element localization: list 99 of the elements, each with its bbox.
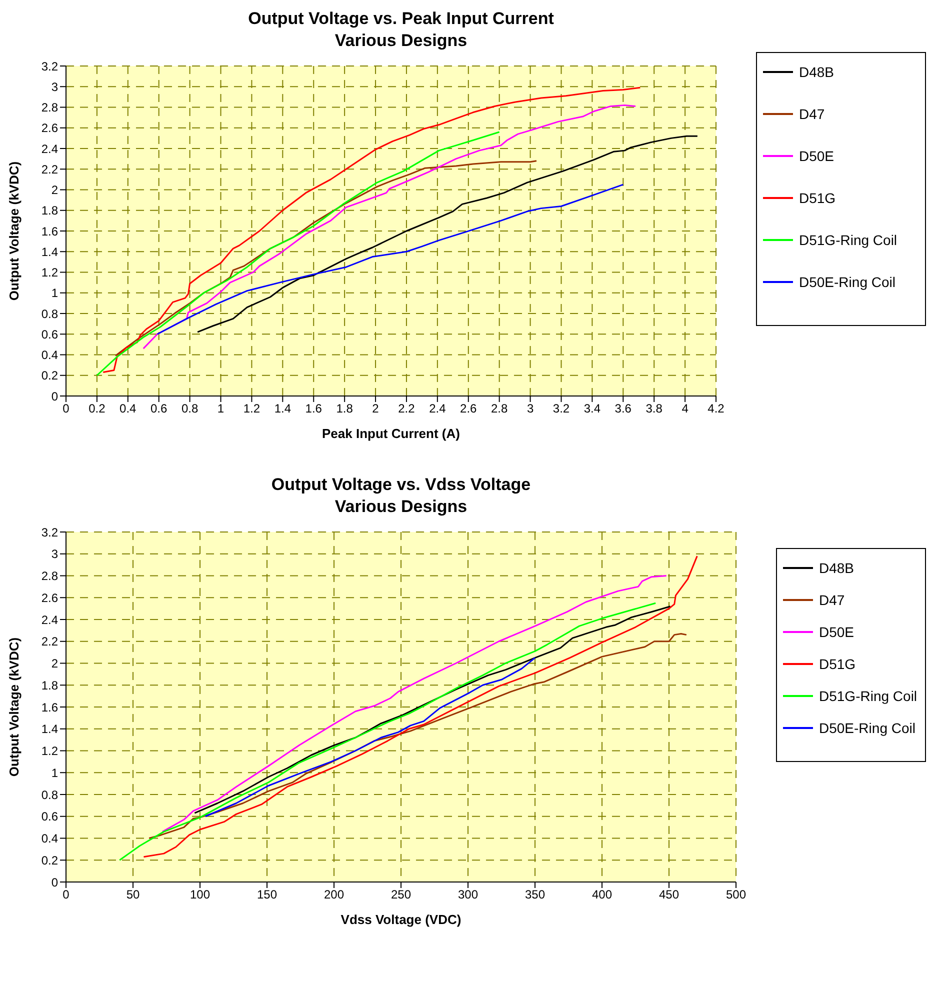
legend-label: D50E-Ring Coil	[799, 273, 896, 291]
y-tick-label: 0.4	[41, 348, 58, 362]
y-tick-label: 1.6	[41, 700, 58, 714]
y-tick-label: 0.8	[41, 306, 58, 321]
y-tick-label: 1.8	[41, 678, 58, 692]
line-series	[96, 131, 500, 376]
line-series	[148, 632, 688, 839]
line-series	[102, 86, 641, 374]
chart-subtitle: Various Designs	[334, 30, 468, 52]
x-tick-label: 0.8	[181, 402, 198, 416]
x-tick-label: 3	[526, 402, 534, 416]
legend-label: D51G-Ring Coil	[799, 231, 898, 249]
y-tick-label: 0.4	[41, 832, 58, 846]
y-tick-label: 2.2	[41, 162, 58, 176]
x-tick-label: 450	[658, 888, 680, 902]
x-tick-label: 500	[726, 888, 746, 902]
x-tick-label: 3.6	[614, 402, 632, 416]
y-tick-label: 3.2	[41, 59, 58, 74]
y-tick-label: 1.4	[41, 244, 58, 259]
x-tick-label: 2.4	[429, 402, 446, 416]
line-series	[196, 135, 698, 333]
line-series	[162, 575, 668, 832]
y-tick-label: 2.4	[41, 142, 58, 156]
x-tick-label: 4.2	[708, 402, 725, 416]
legend-label: D51G	[819, 655, 856, 673]
y-tick-label: 0.2	[41, 853, 58, 868]
x-tick-label: 2.2	[398, 402, 416, 416]
y-tick-label: 2	[51, 183, 58, 198]
y-tick-label: 3	[51, 80, 58, 94]
line-series	[114, 160, 538, 357]
x-tick-label: 3.4	[584, 402, 601, 416]
legend-label: D47	[819, 591, 845, 609]
legend-label: D48B	[799, 63, 834, 81]
x-tick-label: 1	[217, 402, 224, 416]
x-axis-title: Vdss Voltage (VDC)	[340, 912, 462, 927]
x-tick-label: 2.6	[460, 402, 478, 416]
line-series	[204, 657, 536, 818]
line-series	[156, 184, 624, 335]
x-tick-label: 100	[190, 888, 210, 902]
x-tick-label: 0	[62, 888, 70, 902]
x-tick-label: 0.2	[88, 402, 106, 416]
x-tick-label: 3.8	[646, 402, 663, 416]
y-tick-label: 1.2	[41, 744, 58, 758]
y-tick-label: 0.6	[41, 327, 58, 342]
y-tick-label: 0.6	[41, 810, 58, 824]
y-tick-label: 1.2	[41, 266, 58, 280]
y-axis-title: Output Voltage (kVDC)	[6, 637, 22, 777]
legend-label: D50E	[799, 147, 834, 165]
x-tick-label: 0.6	[150, 402, 168, 416]
x-tick-label: 200	[324, 888, 344, 902]
y-tick-label: 1	[51, 286, 58, 300]
legend-label: D50E-Ring Coil	[819, 719, 916, 737]
x-tick-label: 50	[126, 888, 140, 902]
legend-label: D50E	[819, 623, 854, 641]
line-series	[142, 104, 636, 350]
y-tick-label: 2.2	[41, 634, 58, 649]
legend-label: D48B	[819, 559, 854, 577]
y-tick-label: 0.8	[41, 788, 58, 802]
y-tick-label: 2	[51, 656, 58, 671]
x-tick-label: 2	[372, 402, 380, 416]
x-tick-label: 1.4	[274, 402, 292, 416]
line-series	[194, 606, 672, 814]
y-tick-label: 1.6	[41, 224, 58, 238]
y-tick-label: 0	[51, 875, 58, 890]
x-tick-label: 0.4	[120, 402, 137, 416]
y-tick-label: 2.6	[41, 121, 58, 136]
y-tick-label: 0	[51, 389, 58, 404]
x-axis-title: Peak Input Current (A)	[322, 426, 460, 441]
y-tick-label: 2.8	[41, 100, 58, 115]
legend-label: D47	[799, 105, 825, 123]
x-tick-label: 3.2	[552, 402, 570, 416]
x-tick-label: 400	[592, 888, 612, 902]
x-tick-label: 1.8	[336, 402, 354, 416]
x-tick-label: 350	[524, 888, 546, 902]
chart-title: Output Voltage vs. Vdss Voltage	[270, 474, 532, 496]
y-tick-label: 3	[51, 547, 58, 562]
legend-label: D51G-Ring Coil	[819, 687, 918, 705]
line-series	[118, 602, 656, 861]
y-tick-label: 1.4	[41, 722, 58, 736]
x-tick-label: 2.8	[490, 402, 508, 416]
chart-title: Output Voltage vs. Peak Input Current	[247, 8, 555, 30]
legend-label: D51G	[799, 189, 836, 207]
y-tick-label: 1.8	[41, 204, 58, 218]
y-tick-label: 1	[51, 766, 58, 780]
x-tick-label: 1.6	[305, 402, 322, 416]
y-tick-label: 2.4	[41, 612, 58, 627]
x-tick-label: 150	[256, 888, 278, 902]
x-tick-label: 4	[682, 402, 689, 416]
x-tick-label: 1.2	[243, 402, 260, 416]
chart-subtitle: Various Designs	[334, 496, 468, 518]
x-tick-label: 300	[458, 888, 478, 902]
y-tick-label: 3.2	[41, 525, 58, 540]
line-series	[142, 555, 698, 858]
y-tick-label: 2.8	[41, 569, 58, 584]
x-tick-label: 0	[62, 402, 70, 416]
y-tick-label: 2.6	[41, 590, 58, 605]
x-tick-label: 250	[390, 888, 412, 902]
y-axis-title: Output Voltage (kVDC)	[6, 161, 22, 301]
y-tick-label: 0.2	[41, 368, 58, 383]
